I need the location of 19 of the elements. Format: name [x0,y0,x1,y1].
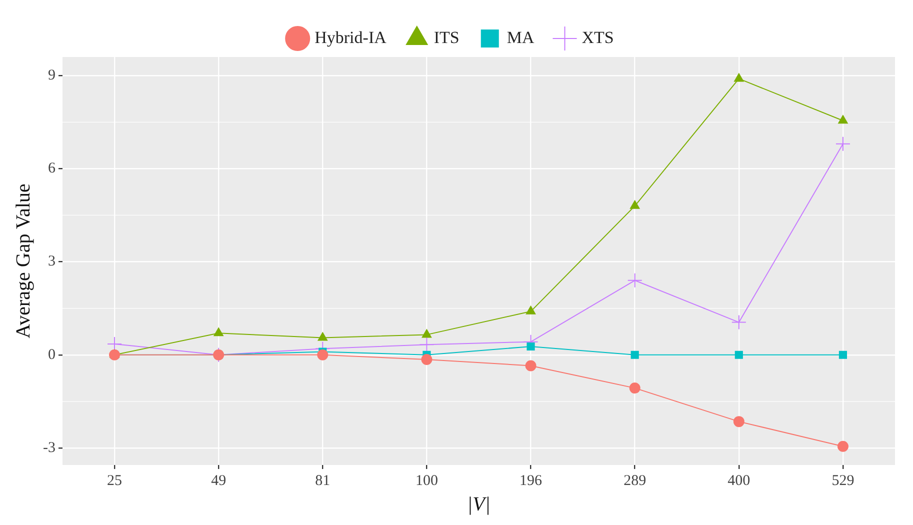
x-tick-label: 400 [728,472,750,489]
x-tick-label: 25 [107,472,122,489]
y-axis-title: Average Gap Value [12,184,34,338]
x-tick-label: 196 [520,472,543,489]
legend-label: XTS [582,28,614,47]
y-tick-label: -3 [42,440,56,456]
legend-label: Hybrid-IA [314,28,388,47]
x-tick-label: 49 [211,472,226,489]
y-tick-label: 9 [48,68,56,84]
x-tick-label: 81 [315,472,330,489]
x-axis-title: |V| [467,493,490,516]
x-tick-label: 289 [624,472,646,489]
y-tick-label: 3 [48,254,56,270]
y-tick-label: 0 [48,346,56,363]
x-tick-label: 100 [415,472,438,489]
legend-label: MA [506,28,535,47]
legend-label: ITS [434,28,460,47]
y-tick-label: 6 [48,160,56,177]
x-tick-label: 529 [832,472,854,489]
